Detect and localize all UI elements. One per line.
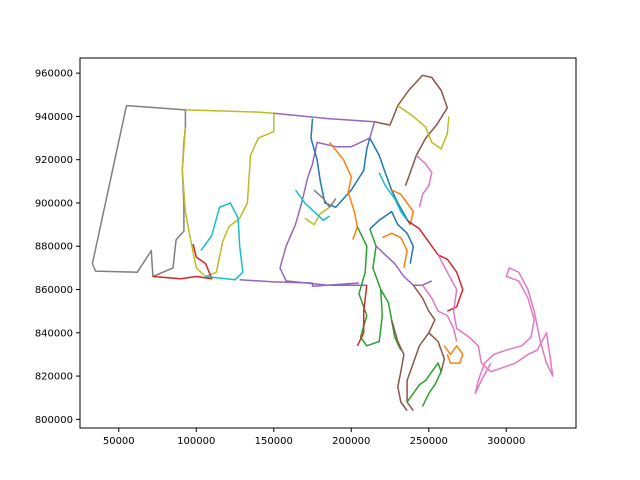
- region-outline-2: [152, 243, 213, 280]
- y-tick-label: 960000: [35, 69, 73, 80]
- region-outline-18: [378, 172, 408, 221]
- region-outline-4: [273, 112, 376, 286]
- x-tick-label: 50000: [103, 436, 135, 447]
- region-outline-16: [415, 154, 433, 208]
- region-outline-19: [406, 219, 464, 312]
- region-outline-15: [369, 137, 411, 225]
- region-outline-30: [428, 332, 446, 372]
- region-outlines: [91, 74, 554, 412]
- region-outline-26: [437, 254, 554, 395]
- x-tick-label: 300000: [487, 436, 525, 447]
- y-axis: 800000 820000 840000 860000 880000 900000 9200…: [35, 69, 80, 426]
- x-tick-label: 250000: [410, 436, 448, 447]
- region-outline-20: [369, 210, 415, 264]
- region-outline-3: [200, 202, 244, 281]
- region-outline-29: [406, 362, 442, 407]
- region-outline-12: [356, 285, 368, 347]
- y-tick-label: 880000: [35, 242, 73, 253]
- region-outline-21: [381, 232, 408, 269]
- y-tick-label: 800000: [35, 415, 73, 426]
- region-outline-7: [329, 141, 359, 241]
- x-axis: 50000 100000 150000 200000 250000 300000: [103, 428, 525, 447]
- region-outline-11: [356, 226, 384, 347]
- y-tick-label: 940000: [35, 112, 73, 123]
- y-tick-label: 840000: [35, 328, 73, 339]
- region-outline-1: [181, 109, 275, 278]
- y-tick-label: 860000: [35, 285, 73, 296]
- region-outline-24: [406, 284, 436, 412]
- region-outline-28: [443, 345, 464, 364]
- y-tick-label: 900000: [35, 198, 73, 209]
- region-outline-13: [374, 74, 449, 186]
- region-outline-6: [310, 118, 371, 209]
- y-tick-label: 920000: [35, 155, 73, 166]
- region-outline-9: [304, 206, 331, 226]
- region-outline-25: [390, 319, 408, 412]
- plot-frame: [79, 57, 577, 429]
- region-outline-14: [397, 104, 450, 150]
- x-tick-label: 100000: [177, 436, 215, 447]
- y-tick-label: 820000: [35, 372, 73, 383]
- region-outline-10: [294, 189, 331, 222]
- region-outline-17: [391, 189, 415, 225]
- region-outline-0: [91, 104, 187, 278]
- region-outline-8: [313, 189, 337, 209]
- region-outline-27: [421, 284, 458, 342]
- x-tick-label: 150000: [255, 436, 293, 447]
- region-outline-5: [239, 279, 360, 288]
- x-tick-label: 200000: [332, 436, 370, 447]
